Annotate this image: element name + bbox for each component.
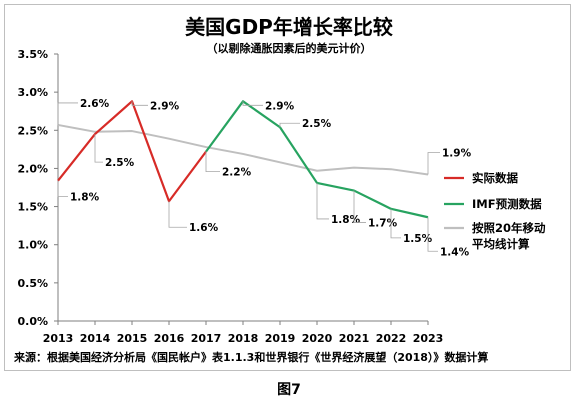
- data-label-leader: [168, 201, 187, 228]
- y-tick-label: 2.0%: [17, 162, 48, 175]
- y-tick-label: 0.5%: [17, 277, 48, 290]
- data-label: 1.5%: [403, 233, 433, 245]
- data-label: 1.7%: [368, 218, 398, 230]
- data-label: 1.8%: [331, 214, 361, 226]
- legend-label: IMF预测数据: [472, 197, 542, 211]
- data-label: 1.9%: [442, 148, 472, 160]
- data-label-leader: [57, 180, 68, 198]
- data-label: 2.9%: [150, 100, 180, 112]
- data-label: 2.5%: [105, 157, 135, 169]
- y-tick-label: 3.0%: [17, 86, 48, 99]
- data-label: 1.6%: [189, 222, 219, 234]
- data-label: 2.5%: [302, 118, 332, 130]
- y-tick-label: 2.5%: [17, 124, 48, 137]
- x-tick-label: 2013: [43, 332, 74, 345]
- legend-label: 按照20年移动: [472, 221, 546, 235]
- chart-subtitle: （以剔除通胀因素后的美元计价）: [207, 41, 372, 55]
- y-tick-label: 1.0%: [17, 239, 48, 252]
- data-label: 2.2%: [222, 167, 252, 179]
- chart-frame: [4, 4, 571, 371]
- figure-caption: 图7: [277, 382, 301, 398]
- y-tick-label: 0.0%: [17, 315, 48, 328]
- y-tick-label: 1.5%: [17, 201, 48, 214]
- series-line-1: [57, 100, 207, 203]
- x-tick-label: 2015: [117, 332, 148, 345]
- x-tick-label: 2017: [191, 332, 222, 345]
- data-label-leader: [57, 102, 78, 125]
- data-label-leader: [427, 152, 440, 175]
- x-tick-label: 2016: [154, 332, 185, 345]
- data-label-leader: [316, 182, 329, 220]
- data-label: 1.8%: [70, 192, 100, 204]
- data-label-leader: [390, 208, 401, 239]
- series-line-3: [57, 123, 429, 176]
- x-tick-label: 2022: [376, 332, 407, 345]
- data-label-leader: [353, 190, 366, 223]
- x-tick-label: 2019: [265, 332, 296, 345]
- data-label-leader: [94, 134, 103, 163]
- data-label-leader: [427, 217, 438, 252]
- x-tick-label: 2014: [80, 332, 111, 345]
- data-label: 2.6%: [80, 98, 110, 110]
- x-tick-label: 2023: [413, 332, 444, 345]
- legend-label-continued: 平均线计算: [472, 237, 530, 251]
- chart-source: 来源：根据美国经济分析局《国民帐户》表1.1.3和世界银行《世界经济展望（201…: [13, 350, 488, 364]
- data-label: 2.9%: [265, 100, 295, 112]
- data-label: 1.4%: [440, 246, 470, 258]
- x-tick-label: 2021: [339, 332, 370, 345]
- x-tick-label: 2018: [228, 332, 259, 345]
- x-tick-label: 2020: [302, 332, 333, 345]
- legend-label: 实际数据: [472, 171, 518, 185]
- chart-title: 美国GDP年增长率比较: [185, 15, 393, 39]
- data-label-leader: [279, 122, 300, 128]
- data-label-leader: [242, 101, 263, 106]
- data-label-leader: [131, 101, 148, 106]
- y-tick-label: 3.5%: [17, 48, 48, 61]
- data-label-leader: [205, 151, 220, 173]
